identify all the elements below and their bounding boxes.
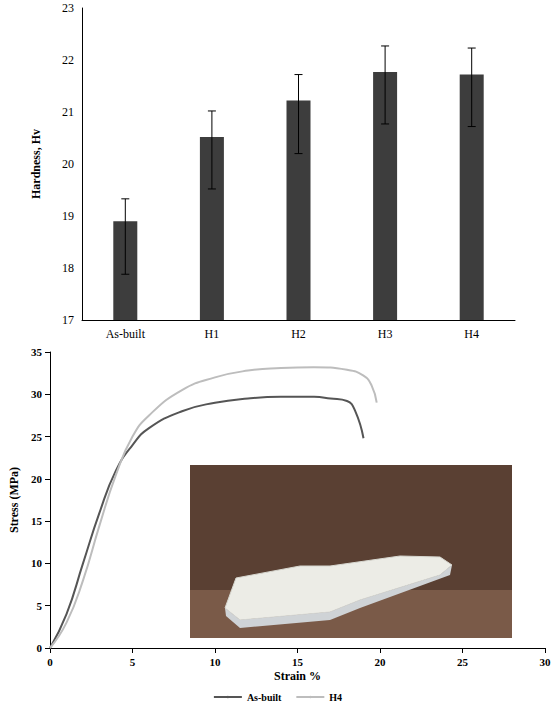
- svg-text:15: 15: [292, 656, 304, 668]
- svg-text:5: 5: [130, 656, 136, 668]
- svg-text:35: 35: [31, 346, 43, 358]
- svg-text:Hardness, Hv: Hardness, Hv: [29, 129, 43, 199]
- svg-text:H1: H1: [205, 327, 220, 341]
- svg-text:0: 0: [37, 642, 43, 654]
- svg-text:H2: H2: [291, 327, 306, 341]
- svg-text:19: 19: [62, 209, 74, 223]
- svg-text:15: 15: [31, 515, 43, 527]
- svg-text:Stress (MPa): Stress (MPa): [7, 467, 21, 533]
- svg-text:30: 30: [540, 656, 552, 668]
- svg-text:22: 22: [62, 53, 74, 67]
- svg-text:As-built: As-built: [106, 327, 146, 341]
- svg-text:10: 10: [210, 656, 222, 668]
- svg-text:H4: H4: [329, 692, 342, 703]
- svg-text:23: 23: [62, 1, 74, 15]
- svg-text:20: 20: [375, 656, 387, 668]
- svg-text:H3: H3: [378, 327, 393, 341]
- svg-text:30: 30: [31, 388, 43, 400]
- svg-text:21: 21: [62, 105, 74, 119]
- svg-text:20: 20: [62, 157, 74, 171]
- svg-text:25: 25: [31, 431, 43, 443]
- svg-text:5: 5: [37, 600, 43, 612]
- svg-text:Strain %: Strain %: [274, 669, 321, 683]
- svg-text:20: 20: [31, 473, 43, 485]
- svg-text:25: 25: [457, 656, 469, 668]
- svg-text:18: 18: [62, 261, 74, 275]
- svg-text:As-built: As-built: [247, 692, 282, 703]
- svg-text:10: 10: [31, 557, 43, 569]
- svg-text:17: 17: [62, 313, 74, 327]
- svg-text:0: 0: [47, 656, 53, 668]
- svg-text:H4: H4: [464, 327, 479, 341]
